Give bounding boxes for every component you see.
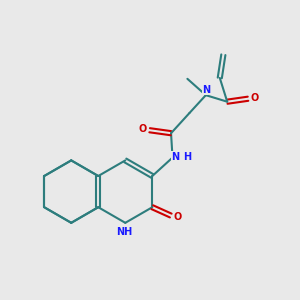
Text: O: O [173, 212, 182, 222]
Text: O: O [139, 124, 147, 134]
Text: H: H [183, 152, 191, 162]
Text: N: N [202, 85, 211, 95]
Text: NH: NH [116, 227, 132, 237]
Text: O: O [250, 93, 259, 103]
Text: N: N [171, 152, 180, 162]
